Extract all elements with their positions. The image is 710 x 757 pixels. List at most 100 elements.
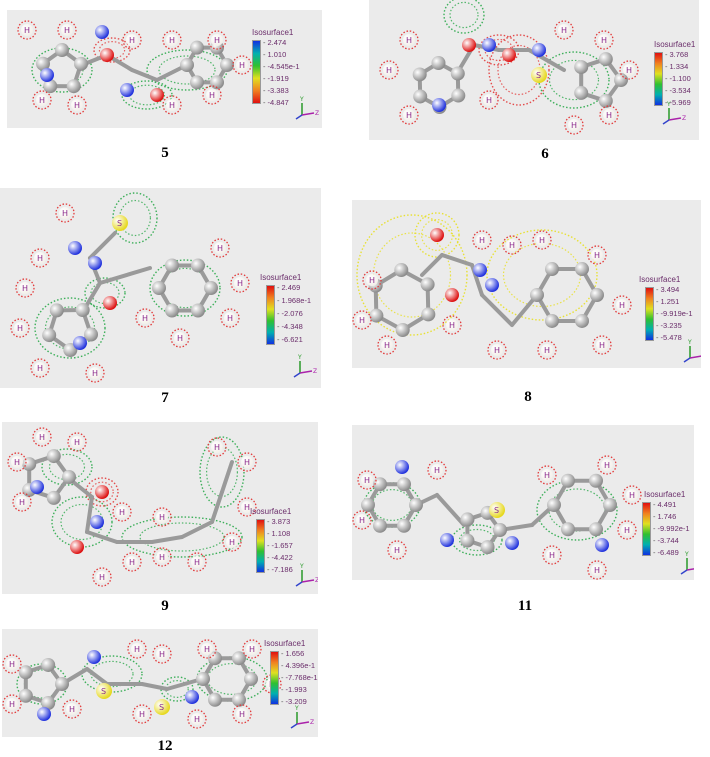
- atom-label: H: [134, 645, 140, 654]
- hydrogen-mesh: [197, 639, 217, 659]
- hydrogen-atom: [36, 431, 48, 443]
- hydrogen-mesh: [537, 340, 557, 360]
- nitrogen-atom: [90, 515, 104, 529]
- tick-label: 4.396e-1: [281, 662, 316, 670]
- oxygen-atom: [95, 485, 109, 499]
- nitrogen-atom: [30, 480, 44, 494]
- hydrogen-atom: [156, 551, 168, 563]
- tick-label: 1.746: [653, 513, 677, 521]
- bond: [140, 682, 169, 691]
- atom-label: H: [177, 334, 183, 343]
- hydrogen-atom: [541, 344, 553, 356]
- isosurface-mesh: [34, 297, 106, 359]
- hydrogen-mesh: [362, 270, 382, 290]
- carbon-atom: [84, 327, 99, 342]
- carbon-atom: [208, 651, 222, 666]
- hydrogen-atom: [621, 524, 633, 536]
- hydrogen-mesh: [619, 60, 639, 80]
- axis-line: [683, 357, 691, 363]
- atom-label: H: [74, 101, 80, 110]
- tick-label: 1.968e-1: [277, 297, 312, 305]
- isosurface-mesh: [420, 219, 453, 251]
- atom-label: H: [494, 346, 500, 355]
- hydrogen-mesh: [12, 492, 32, 512]
- isosurface-mesh: [98, 41, 126, 59]
- sulfur-atom: [96, 683, 112, 699]
- hydrogen-mesh: [135, 308, 155, 328]
- hydrogen-mesh: [92, 567, 112, 587]
- carbon-atom: [41, 696, 56, 711]
- hydrogen-mesh: [352, 310, 372, 330]
- colorbar: [642, 502, 651, 556]
- isosurface-mesh: [121, 516, 243, 558]
- atom-label: H: [37, 364, 43, 373]
- carbon-atom: [191, 258, 205, 273]
- hydrogen-mesh: [597, 455, 617, 475]
- tick-label: 3.873: [267, 518, 291, 526]
- hydrogen-mesh: [387, 540, 407, 560]
- atom-label: H: [539, 236, 545, 245]
- atom-label: H: [129, 558, 135, 567]
- tick-label: -4.847: [263, 99, 289, 107]
- isosurface-mesh: [112, 192, 158, 244]
- carbon-atom: [574, 85, 589, 100]
- tick-label: -3.534: [665, 87, 691, 95]
- isosurface-mesh: [81, 655, 143, 693]
- carbon-atom: [598, 93, 613, 108]
- atom-label: H: [22, 284, 28, 293]
- hydrogen-atom: [431, 464, 443, 476]
- hydrogen-atom: [234, 277, 246, 289]
- sulfur-atom: [112, 215, 128, 231]
- carbon-atom: [409, 498, 423, 512]
- hydrogen-atom: [211, 441, 223, 453]
- hydrogen-mesh: [122, 552, 142, 572]
- hydrogen-atom: [483, 94, 495, 106]
- carbon-atom: [232, 692, 246, 707]
- carbon-atom: [561, 473, 575, 488]
- nitrogen-atom: [37, 707, 51, 721]
- hydrogen-mesh: [7, 452, 27, 472]
- hydrogen-mesh: [152, 547, 172, 567]
- tick-label: -3.744: [653, 537, 679, 545]
- atom-label: H: [214, 36, 220, 45]
- nitrogen-atom: [505, 536, 519, 550]
- axis-label-y: Y: [297, 354, 302, 361]
- tick-label: -4.545e-1: [263, 63, 300, 71]
- isosurface-mesh: [84, 277, 126, 309]
- atom-label: H: [237, 279, 243, 288]
- carbon-atom: [589, 522, 603, 537]
- carbon-atom: [413, 89, 428, 104]
- atom-label: H: [169, 101, 175, 110]
- nitrogen-atom: [532, 43, 546, 57]
- legend-title: Isosurface1: [252, 28, 294, 37]
- oxygen-atom: [150, 88, 164, 102]
- atom-label: H: [479, 236, 485, 245]
- carbon-atom: [395, 322, 410, 337]
- carbon-atom: [361, 498, 375, 512]
- carbon-atom: [41, 657, 56, 672]
- carbon-atom: [220, 58, 234, 72]
- nitrogen-atom: [87, 650, 101, 664]
- carbon-atom: [373, 518, 387, 533]
- nitrogen-atom: [185, 690, 199, 704]
- hydrogen-mesh: [55, 203, 75, 223]
- hydrogen-mesh: [152, 507, 172, 527]
- hydrogen-atom: [616, 299, 628, 311]
- atom-label: H: [64, 26, 70, 35]
- hydrogen-mesh: [599, 105, 619, 125]
- hydrogen-mesh: [487, 340, 507, 360]
- hydrogen-atom: [246, 643, 258, 655]
- hydrogen-mesh: [472, 230, 492, 250]
- hydrogen-atom: [16, 496, 28, 508]
- carbon-atom: [35, 56, 50, 71]
- carbon-atom: [394, 263, 409, 278]
- hydrogen-atom: [214, 242, 226, 254]
- bond: [85, 495, 94, 534]
- tick-label: 2.469: [277, 284, 301, 292]
- atom-label: H: [384, 341, 390, 350]
- molecule-9: H H H H H H H H H H H H H H Y Z: [7, 427, 318, 587]
- atom-label: H: [159, 513, 165, 522]
- nitrogen-atom: [88, 256, 102, 270]
- isosurface-mesh: [149, 259, 221, 317]
